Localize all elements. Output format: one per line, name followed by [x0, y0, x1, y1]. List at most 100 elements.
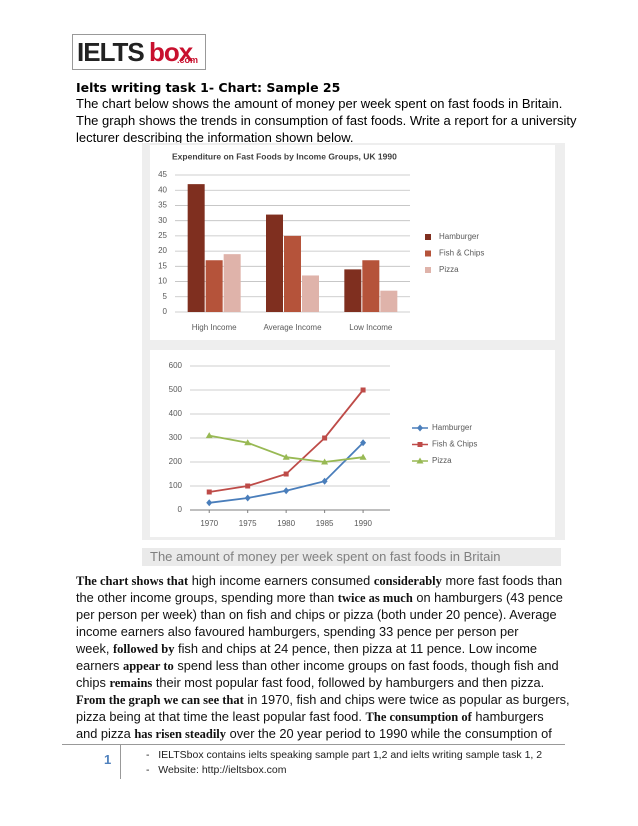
body-line: and pizza has risen steadily over the 20…	[76, 726, 552, 742]
intro-line: The chart below shows the amount of mone…	[76, 96, 563, 111]
y-tick-label: 25	[158, 231, 167, 240]
charts: Expenditure on Fast Foods by Income Grou…	[142, 143, 565, 540]
chart-panel	[150, 350, 555, 537]
point	[322, 435, 328, 441]
bar	[205, 260, 223, 312]
point	[360, 439, 367, 447]
text: the other income groups, spending more t…	[76, 590, 338, 605]
body-line: The chart shows that high income earners…	[76, 573, 562, 589]
y-tick-label: 45	[158, 170, 167, 179]
bold-text: appear to	[122, 659, 174, 673]
legend-label: Pizza	[432, 456, 452, 465]
bold-text: The chart shows that	[76, 574, 189, 588]
body-line: From the graph we can see that in 1970, …	[76, 692, 570, 708]
bold-text: followed by	[113, 642, 175, 656]
bar	[362, 260, 380, 312]
legend-label: Hamburger	[432, 423, 472, 432]
body-line: the other income groups, spending more t…	[76, 590, 563, 606]
text: on hamburgers (43 pence	[412, 590, 563, 605]
text: high income earners consumed	[188, 573, 374, 588]
y-tick-label: 5	[163, 292, 168, 301]
y-tick-label: 40	[158, 185, 167, 194]
x-tick-label: 1985	[316, 519, 334, 528]
footer-rule	[62, 744, 565, 745]
legend-label: Hamburger	[439, 232, 479, 241]
footer-item: - Website: http://ieltsbox.com	[146, 764, 287, 776]
text: their most popular fast food, followed b…	[152, 675, 545, 690]
bar	[187, 184, 205, 312]
legend-label: Fish & Chips	[432, 440, 477, 449]
point	[244, 439, 252, 446]
x-tick-label: 1990	[354, 519, 372, 528]
intro-line: The graph shows the trends in consumptio…	[76, 113, 577, 128]
bar	[284, 235, 301, 312]
y-tick-label: 100	[169, 481, 183, 490]
point	[283, 487, 290, 495]
body-line: week, followed by fish and chips at 24 p…	[76, 641, 537, 657]
body-line: earners appear to spend less than other …	[76, 658, 559, 674]
point	[321, 458, 329, 465]
bar	[266, 214, 283, 312]
legend-marker	[417, 424, 423, 432]
x-tick-label: Average Income	[263, 323, 322, 332]
text: earners	[76, 658, 123, 673]
page-number: 1	[104, 752, 112, 767]
body-line: income earners also favoured hamburgers,…	[76, 624, 518, 639]
point	[360, 387, 366, 393]
body-line: pizza being at that time the least popul…	[76, 709, 544, 725]
legend-swatch	[425, 250, 431, 257]
text: pizza being at that time the least popul…	[76, 709, 366, 724]
footer-item: - IELTSbox contains ielts speaking sampl…	[146, 749, 543, 761]
text: week,	[76, 641, 113, 656]
point	[245, 483, 251, 489]
legend-label: Pizza	[439, 265, 459, 274]
y-tick-label: 300	[169, 433, 183, 442]
point	[206, 499, 213, 507]
x-tick-label: Low Income	[349, 323, 393, 332]
doc-title: Ielts writing task 1- Chart: Sample 25	[76, 80, 341, 95]
legend-label: Fish & Chips	[439, 249, 484, 258]
x-tick-label: 1970	[200, 519, 218, 528]
text: more fast foods than	[441, 573, 563, 588]
point	[321, 477, 328, 485]
bold-text: has risen steadily	[134, 727, 227, 741]
bar	[223, 254, 241, 312]
bold-text: twice as much	[337, 591, 413, 605]
legend-marker	[417, 442, 423, 447]
text: over the 20 year period to 1990 while th…	[226, 726, 552, 741]
x-tick-label: 1980	[277, 519, 295, 528]
text: per person per week) than on fish and ch…	[76, 607, 557, 622]
text: and pizza	[76, 726, 135, 741]
legend-marker	[416, 457, 424, 464]
bar	[380, 290, 398, 312]
logo-suffix: .com	[177, 55, 199, 65]
point	[282, 453, 290, 460]
y-tick-label: 15	[158, 261, 167, 270]
bar	[302, 275, 319, 312]
y-tick-label: 200	[169, 457, 183, 466]
bold-text: remains	[109, 676, 153, 690]
logo-accent: box	[149, 37, 193, 67]
bold-text: considerably	[373, 574, 442, 588]
x-tick-label: 1975	[239, 519, 257, 528]
bold-text: The consumption of	[365, 710, 472, 724]
caption: The amount of money per week spent on fa…	[142, 548, 561, 566]
intro-line: lecturer describing the information show…	[76, 130, 354, 145]
point	[283, 471, 289, 477]
point	[244, 494, 251, 502]
text: spend less than other income groups on f…	[173, 658, 559, 673]
footer-divider	[120, 745, 121, 779]
legend-swatch	[425, 267, 431, 273]
text: hamburgers	[471, 709, 544, 724]
bar	[344, 269, 362, 312]
point	[359, 453, 367, 460]
y-tick-label: 20	[158, 246, 167, 255]
point	[206, 489, 212, 495]
body-line: per person per week) than on fish and ch…	[76, 607, 557, 622]
y-tick-label: 600	[169, 361, 183, 370]
text: chips	[76, 675, 110, 690]
y-tick-label: 35	[158, 201, 167, 210]
y-tick-label: 10	[158, 277, 167, 286]
chart-title: Expenditure on Fast Foods by Income Grou…	[172, 151, 397, 161]
